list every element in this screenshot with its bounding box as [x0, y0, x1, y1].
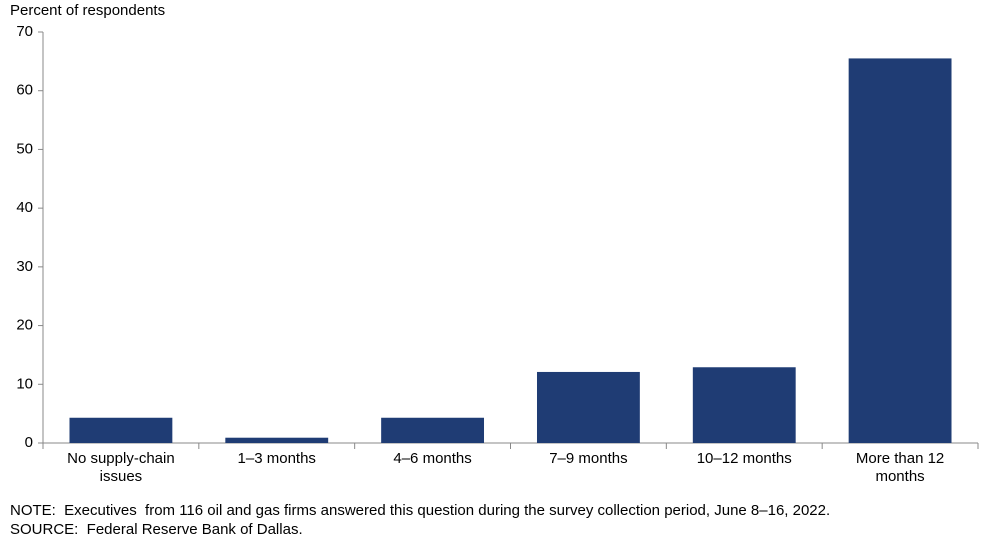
y-tick-label: 60	[16, 82, 33, 99]
note: NOTE: Executives from 116 oil and gas fi…	[10, 502, 831, 519]
y-tick-label: 70	[16, 23, 33, 40]
y-tick-label: 40	[16, 199, 33, 216]
bar	[225, 437, 329, 443]
x-tick-label: 7–9 months	[549, 450, 628, 467]
y-axis-label: Percent of respondents	[10, 2, 166, 19]
y-tick-label: 10	[16, 375, 33, 392]
bar	[692, 367, 796, 443]
bar	[69, 417, 173, 443]
x-tick-label: More than 12 months	[855, 450, 945, 485]
y-tick-label: 20	[16, 317, 33, 334]
x-tick-label: No supply-chain issues	[67, 450, 175, 485]
bar	[381, 417, 485, 443]
bar	[536, 371, 640, 443]
source: SOURCE: Federal Reserve Bank of Dallas.	[10, 521, 303, 538]
x-tick-label: 10–12 months	[696, 450, 792, 467]
y-tick-label: 50	[16, 140, 33, 157]
bar	[848, 58, 952, 444]
x-tick-label: 1–3 months	[237, 450, 316, 467]
y-tick-label: 30	[16, 258, 33, 275]
x-tick-label: 4–6 months	[393, 450, 472, 467]
y-tick-label: 0	[25, 434, 33, 451]
